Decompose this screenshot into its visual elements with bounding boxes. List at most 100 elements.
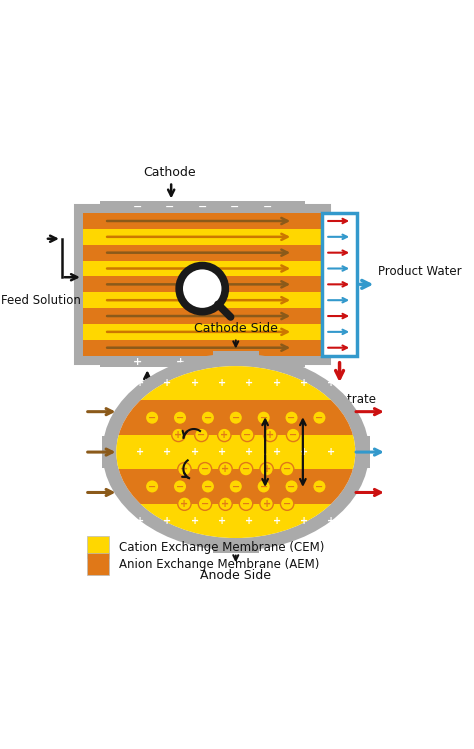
- Circle shape: [229, 480, 243, 493]
- Text: −: −: [201, 499, 209, 509]
- Text: Cathode: Cathode: [143, 166, 195, 179]
- Text: +: +: [328, 447, 336, 457]
- Bar: [101, 436, 118, 468]
- Text: −: −: [260, 482, 268, 491]
- Text: +: +: [221, 499, 229, 509]
- Text: +: +: [273, 447, 281, 457]
- Bar: [87, 536, 109, 558]
- Circle shape: [285, 480, 298, 493]
- Circle shape: [257, 480, 270, 493]
- Text: +: +: [164, 447, 172, 457]
- Text: Anion Exchange Membrane (AEM): Anion Exchange Membrane (AEM): [119, 557, 319, 571]
- Ellipse shape: [102, 354, 369, 551]
- Bar: [83, 213, 322, 229]
- Bar: [213, 351, 259, 369]
- Circle shape: [285, 411, 298, 425]
- Text: +: +: [180, 499, 189, 509]
- Text: +: +: [220, 430, 228, 440]
- Bar: [83, 245, 322, 261]
- Bar: [100, 356, 305, 367]
- Text: −: −: [201, 464, 209, 474]
- Bar: [83, 276, 322, 292]
- Text: +: +: [191, 378, 199, 388]
- Text: Anode Side: Anode Side: [201, 569, 271, 583]
- Text: +: +: [136, 516, 144, 526]
- Text: −: −: [204, 482, 212, 491]
- Text: +: +: [136, 378, 144, 388]
- Bar: [83, 261, 322, 276]
- Text: Cathode Side: Cathode Side: [194, 321, 278, 335]
- Text: +: +: [218, 516, 226, 526]
- Text: +: +: [164, 378, 172, 388]
- Text: +: +: [218, 447, 226, 457]
- Circle shape: [240, 428, 254, 442]
- Text: +: +: [328, 378, 336, 388]
- Text: +: +: [174, 430, 182, 440]
- Text: −: −: [230, 202, 239, 212]
- Text: +: +: [246, 378, 254, 388]
- Text: +: +: [136, 447, 144, 457]
- Text: −: −: [176, 482, 184, 491]
- Circle shape: [313, 411, 326, 425]
- Text: +: +: [263, 464, 271, 474]
- Text: +: +: [246, 447, 254, 457]
- Circle shape: [201, 411, 215, 425]
- Circle shape: [179, 266, 225, 312]
- Circle shape: [173, 411, 187, 425]
- Circle shape: [173, 480, 187, 493]
- Circle shape: [146, 480, 159, 493]
- Circle shape: [313, 480, 326, 493]
- Bar: [100, 201, 305, 213]
- Text: Anode: Anode: [132, 390, 171, 403]
- Circle shape: [260, 463, 273, 476]
- Text: +: +: [219, 357, 228, 366]
- Text: −: −: [242, 499, 250, 509]
- Circle shape: [198, 463, 212, 476]
- Text: +: +: [221, 464, 229, 474]
- Bar: [213, 536, 259, 553]
- Text: +: +: [218, 378, 226, 388]
- Text: −: −: [176, 413, 184, 422]
- Bar: [116, 503, 356, 538]
- Text: −: −: [283, 464, 291, 474]
- Bar: [116, 435, 356, 470]
- Circle shape: [178, 463, 191, 476]
- Text: −: −: [260, 413, 268, 422]
- Circle shape: [201, 480, 215, 493]
- Circle shape: [264, 428, 277, 442]
- Bar: [87, 553, 109, 575]
- Circle shape: [198, 497, 212, 510]
- Text: −: −: [242, 464, 250, 474]
- Circle shape: [260, 497, 273, 510]
- Bar: [322, 213, 357, 356]
- Text: +: +: [176, 357, 185, 366]
- Text: −: −: [289, 430, 297, 440]
- Text: −: −: [165, 202, 174, 212]
- Text: +: +: [263, 499, 271, 509]
- Text: +: +: [133, 357, 142, 366]
- Circle shape: [239, 497, 253, 510]
- Text: −: −: [148, 482, 156, 491]
- Text: −: −: [204, 413, 212, 422]
- Text: −: −: [315, 413, 323, 422]
- Text: +: +: [300, 447, 308, 457]
- Text: +: +: [246, 516, 254, 526]
- Circle shape: [281, 463, 294, 476]
- Bar: [116, 401, 356, 435]
- Circle shape: [172, 428, 185, 442]
- Circle shape: [219, 497, 232, 510]
- Text: −: −: [263, 202, 272, 212]
- Text: −: −: [198, 202, 207, 212]
- Ellipse shape: [116, 366, 356, 538]
- Text: +: +: [263, 357, 272, 366]
- Text: +: +: [191, 447, 199, 457]
- Ellipse shape: [116, 366, 356, 538]
- Text: Product Water: Product Water: [378, 265, 462, 278]
- Bar: [116, 470, 356, 503]
- Text: +: +: [164, 516, 172, 526]
- Text: +: +: [191, 516, 199, 526]
- Circle shape: [229, 411, 243, 425]
- Bar: [83, 340, 322, 356]
- Bar: [83, 229, 322, 245]
- Bar: [83, 213, 322, 356]
